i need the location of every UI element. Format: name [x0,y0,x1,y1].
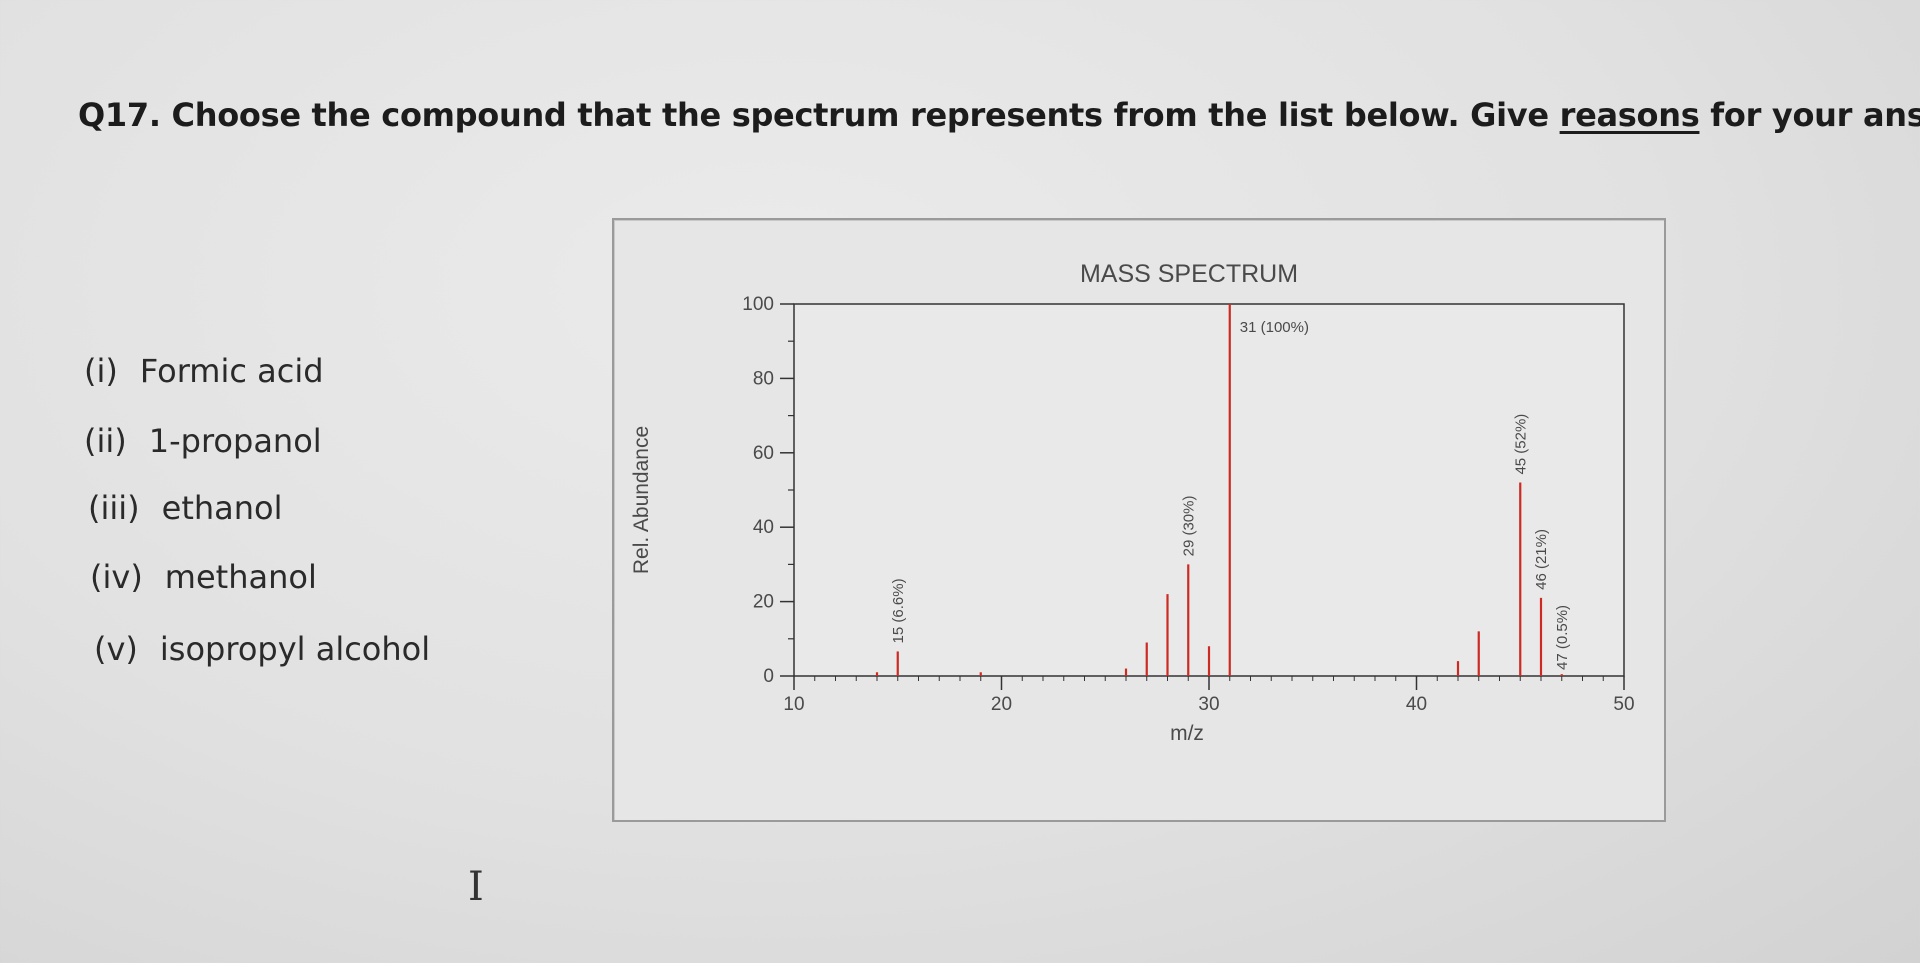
peak-label: 46 (21%) [1533,529,1550,590]
text-cursor-icon: I [468,864,484,910]
x-tick-label: 40 [1406,694,1427,715]
option-label: 1-propanol [148,422,322,460]
y-tick-label: 60 [753,443,774,464]
peak-label: 29 (30%) [1180,496,1197,557]
x-tick-label: 20 [991,694,1012,715]
question-suffix: for your answer. [1710,96,1920,134]
chart-title: MASS SPECTRUM [1080,260,1298,288]
mass-spectrum-chart: MASS SPECTRUM 0 20 40 60 80 100 10 20 30 40 50 m/z Re… [612,218,1666,822]
y-tick-label: 40 [753,517,774,538]
chart-svg: MASS SPECTRUM 0 20 40 60 80 100 10 20 30 40 50 m/z Re… [630,260,1635,745]
peak-label: 31 (100%) [1240,319,1309,336]
peak-label: 45 (52%) [1512,414,1529,475]
x-axis-label: m/z [1170,722,1204,745]
option-label: isopropyl alcohol [159,630,431,668]
option-item: (i) Formic acid [84,352,324,390]
option-item: (iv) methanol [90,558,317,596]
x-tick-label: 10 [783,694,804,715]
plot-frame [793,303,1625,677]
y-tick-label: 0 [763,666,774,687]
y-tick-label: 20 [753,592,774,613]
y-axis-label: Rel. Abundance [630,426,653,574]
option-label: ethanol [161,489,283,527]
y-tick-label: 100 [742,294,774,315]
y-tick-label: 80 [753,368,774,389]
option-number: (v) [94,630,138,668]
option-label: Formic acid [139,352,324,390]
question-prefix: Q17. Choose the compound that the spectr… [78,96,1560,134]
option-item: (v) isopropyl alcohol [94,630,430,668]
x-tick-label: 30 [1198,694,1219,715]
option-item: (ii) 1-propanol [84,422,322,460]
option-number: (i) [84,352,118,390]
option-number: (ii) [84,422,127,460]
option-number: (iii) [88,489,140,527]
peak-label: 47 (0.5%) [1554,605,1571,670]
x-tick-label: 50 [1613,694,1634,715]
option-number: (iv) [90,558,143,596]
peak-label: 15 (6.6%) [890,578,907,643]
question-text: Q17. Choose the compound that the spectr… [78,96,1920,134]
option-item: (iii) ethanol [88,489,283,527]
option-label: methanol [164,558,317,596]
question-underlined-word: reasons [1559,96,1700,134]
